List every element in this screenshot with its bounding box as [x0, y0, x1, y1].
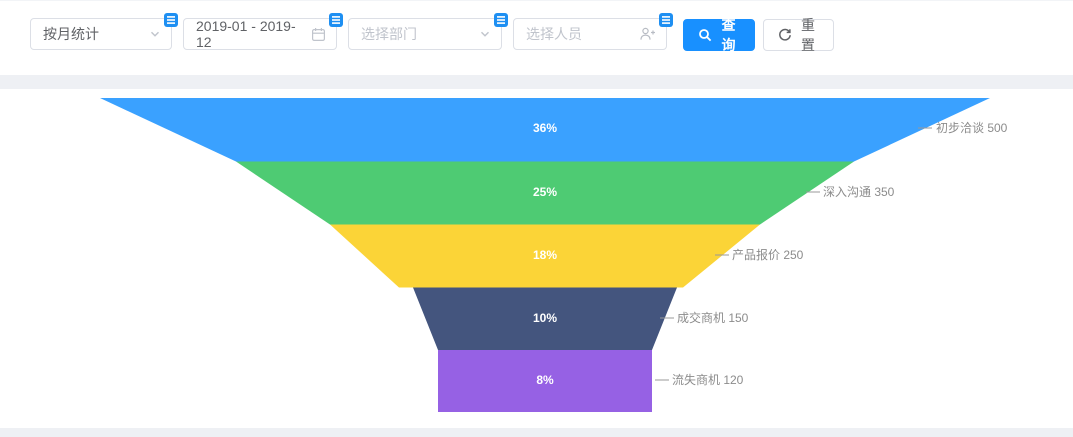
stat-type-value: 按月统计 — [43, 26, 99, 42]
list-badge-icon — [659, 13, 673, 27]
list-badge-icon — [494, 13, 508, 27]
segment-percent-3: 18% — [533, 248, 557, 262]
segment-percent-2: 25% — [533, 185, 557, 199]
search-button[interactable]: 查询 — [683, 17, 755, 53]
search-button-label: 查询 — [721, 17, 736, 53]
bottom-band — [0, 428, 1073, 437]
funnel-chart-card: 36% 25% 18% 10% 8% 初步洽谈 500 深入沟通 350 产品报… — [0, 89, 1073, 428]
funnel-segment-1[interactable] — [100, 98, 990, 162]
segment-percent-4: 10% — [533, 311, 557, 325]
department-placeholder: 选择部门 — [361, 26, 417, 42]
stage-label-3: 产品报价 250 — [732, 247, 804, 262]
reset-button-label: 重置 — [801, 17, 815, 53]
calendar-icon — [311, 27, 326, 42]
chevron-down-icon — [149, 28, 161, 40]
divider-band — [0, 75, 1073, 89]
chevron-down-icon — [479, 28, 491, 40]
funnel-segment-5[interactable] — [438, 350, 652, 412]
reset-button[interactable]: 重置 — [763, 17, 834, 53]
date-range-input[interactable]: 2019-01 - 2019-12 — [183, 13, 343, 50]
segment-percent-1: 36% — [533, 121, 557, 135]
funnel-segment-4[interactable] — [413, 287, 677, 351]
funnel-chart: 36% 25% 18% 10% 8% 初步洽谈 500 深入沟通 350 产品报… — [100, 98, 1008, 412]
stage-label-1: 初步洽谈 500 — [936, 121, 1008, 135]
personnel-placeholder: 选择人员 — [526, 26, 582, 42]
stat-type-select[interactable]: 按月统计 — [30, 13, 178, 50]
list-badge-icon — [164, 13, 178, 27]
segment-percent-5: 8% — [536, 373, 554, 387]
search-icon — [698, 28, 712, 42]
department-select[interactable]: 选择部门 — [348, 13, 508, 50]
funnel-segment-3[interactable] — [330, 224, 760, 288]
list-badge-icon — [329, 13, 343, 27]
stage-label-5: 流失商机 120 — [672, 372, 744, 387]
add-user-icon — [639, 26, 656, 42]
stage-label-2: 深入沟通 350 — [823, 185, 895, 199]
stage-label-4: 成交商机 150 — [677, 310, 749, 325]
date-range-value: 2019-01 - 2019-12 — [196, 18, 296, 50]
refresh-icon — [778, 28, 792, 42]
personnel-input[interactable]: 选择人员 — [513, 13, 673, 50]
filter-toolbar: 按月统计 2019-01 - 2019-12 选择部门 选择人员 — [0, 0, 1073, 76]
funnel-segment-2[interactable] — [236, 161, 854, 225]
